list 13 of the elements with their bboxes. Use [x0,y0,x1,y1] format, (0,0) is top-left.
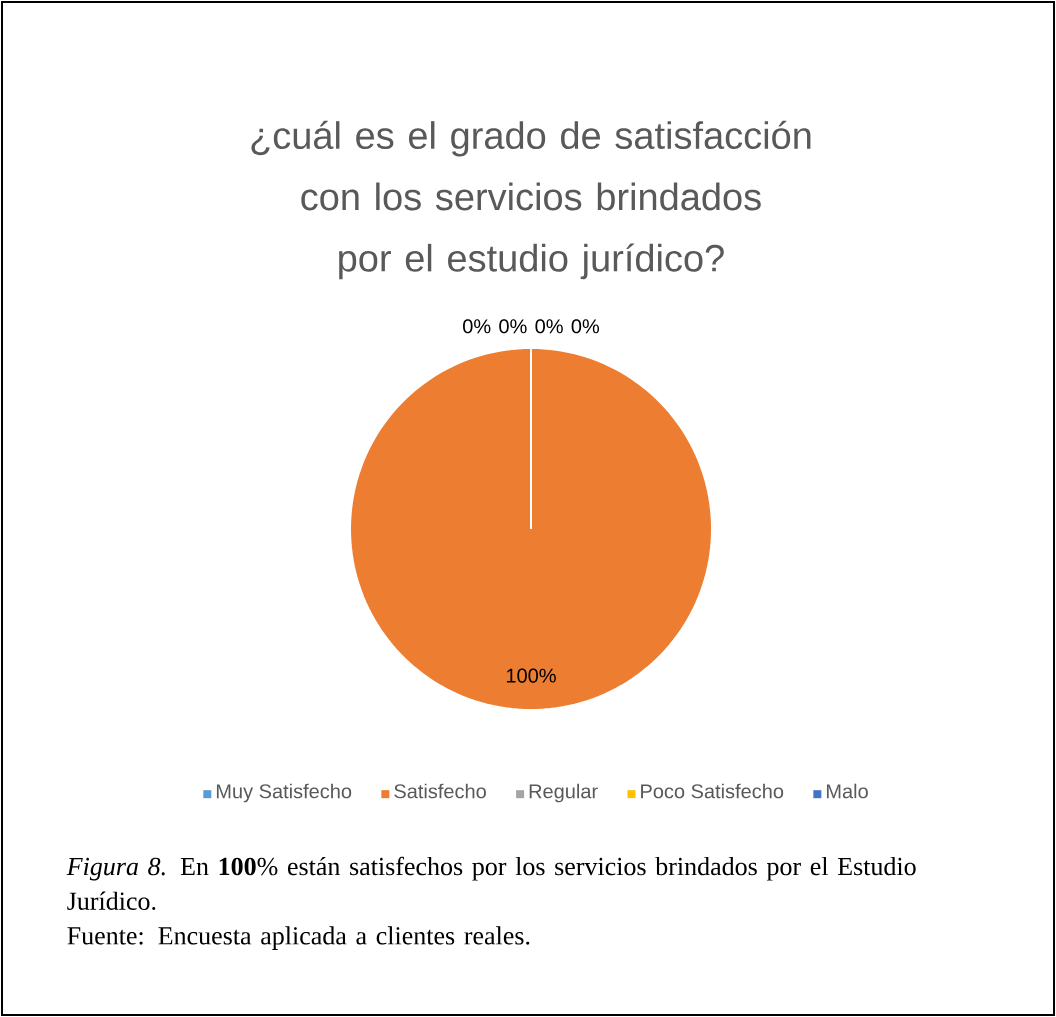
text: Figura 8. En 100% están satisfechos por los servicios brindados por el Estudio Jurídico. [66,856,916,911]
text: 0% [571,319,600,334]
text: 0% [535,319,563,334]
legend-label: Malo [826,783,868,799]
text: 0% [463,319,491,334]
legend-label: Muy Satisfecho [216,783,352,803]
source-note: Fuente: Encuesta aplicada a clientes reales. [67,926,530,950]
data-label: 100% [506,668,556,683]
legend-label: Satisfecho [394,783,486,799]
legend-label: Poco Satisfecho [641,783,784,799]
text: 0% [499,319,527,334]
legend-label: Regular [529,783,598,803]
chart-title: ¿cuál es el grado de satisfacción con los servicios brindados por el estudio jurídico? [251,120,811,280]
